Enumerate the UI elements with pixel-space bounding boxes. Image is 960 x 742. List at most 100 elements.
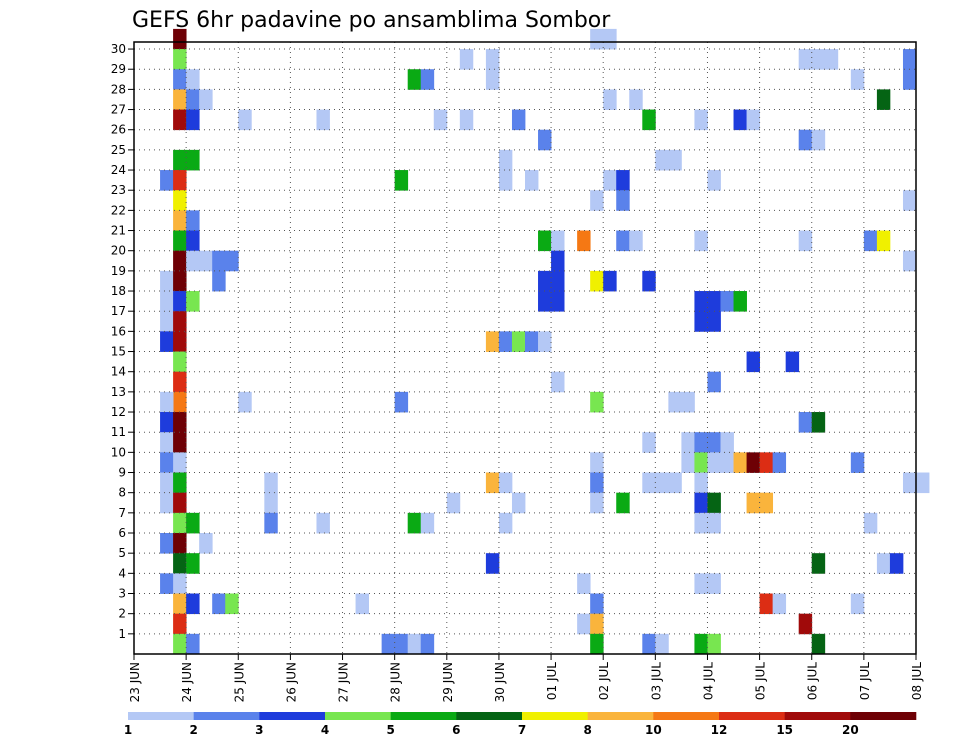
heatmap-cell [525, 170, 539, 191]
heatmap-cell [916, 472, 930, 494]
colorbar-label: 20 [842, 723, 859, 737]
heatmap-cell [603, 270, 617, 292]
heatmap-cell [538, 291, 552, 312]
heatmap-cell [186, 149, 200, 171]
heatmap-cell [225, 250, 239, 272]
heatmap-cell [173, 230, 187, 252]
heatmap-cell [655, 472, 669, 494]
heatmap-cell [850, 452, 865, 473]
heatmap-cell [173, 270, 187, 292]
heatmap-cell [629, 230, 643, 252]
y-tick-label: 13 [111, 385, 126, 399]
heatmap-cell [850, 69, 865, 90]
x-tick-label: 08 JUL [910, 662, 924, 700]
heatmap-cell [707, 452, 721, 473]
heatmap-cell [498, 472, 513, 494]
heatmap-cell [694, 291, 708, 312]
heatmap-cell [173, 512, 187, 534]
heatmap-cell [889, 553, 904, 574]
colorbar-swatch [522, 712, 588, 720]
heatmap-cell [668, 391, 682, 413]
x-tick-label: 04 JUL [701, 662, 715, 700]
y-tick-label: 9 [118, 466, 126, 480]
grid-lines [134, 42, 916, 654]
heatmap-cell [603, 28, 617, 50]
heatmap-cell [485, 553, 500, 574]
heatmap-cell [407, 633, 422, 655]
heatmap-cell [160, 170, 174, 191]
heatmap-cell [394, 170, 409, 191]
y-tick-label: 29 [111, 62, 126, 76]
y-tick-label: 12 [111, 405, 126, 419]
colorbar-label: 3 [255, 723, 263, 737]
colorbar-label: 1 [124, 723, 132, 737]
heatmap-cell [160, 412, 174, 433]
x-tick-label: 03 JUL [649, 662, 663, 700]
y-tick-label: 23 [111, 183, 126, 197]
heatmap-cell [316, 512, 330, 534]
y-tick-label: 15 [111, 345, 126, 359]
heatmap-cell [160, 331, 174, 352]
x-tick-label: 26 JUN [284, 662, 298, 702]
heatmap-cell [681, 391, 695, 413]
heatmap-cell [681, 432, 695, 453]
colorbar-swatch [456, 712, 523, 720]
heatmap-cell [746, 109, 760, 131]
y-tick-label: 22 [111, 203, 126, 217]
heatmap-cell [577, 230, 591, 252]
heatmap-cell [173, 391, 187, 413]
heatmap-cell [212, 250, 226, 272]
heatmap-cell [824, 49, 839, 70]
heatmap-cell [785, 351, 800, 373]
colorbar-swatch [587, 712, 654, 720]
heatmap-cell [173, 149, 187, 171]
heatmap-cell [186, 593, 200, 615]
colorbar-swatch [325, 712, 391, 720]
heatmap-cell [538, 230, 552, 252]
colorbar-swatch [259, 712, 326, 720]
heatmap-cell [186, 633, 200, 655]
heatmap-cell [420, 633, 435, 655]
heatmap-cell [759, 492, 774, 514]
heatmap-cell [394, 633, 409, 655]
heatmap-cell [798, 613, 813, 635]
heatmap-cell [720, 452, 734, 473]
x-tick-label: 27 JUN [337, 662, 351, 702]
y-tick-label: 3 [118, 587, 126, 601]
heatmap-cell [173, 412, 187, 433]
heatmap-cell [746, 492, 760, 514]
heatmap-cell [590, 391, 604, 413]
heatmap-cell [590, 452, 604, 473]
y-tick-label: 11 [111, 425, 126, 439]
colorbar-label: 15 [776, 723, 793, 737]
heatmap-cell [186, 69, 200, 90]
y-tick-label: 4 [118, 566, 126, 580]
colorbar-label: 4 [321, 723, 329, 737]
heatmap-cell [173, 69, 187, 90]
heatmap-cell [707, 633, 721, 655]
colorbar-swatch [784, 712, 851, 720]
heatmap-cell [707, 432, 721, 453]
x-tick-label: 30 JUN [493, 662, 507, 702]
heatmap-cell [694, 472, 708, 494]
heatmap-cell [707, 371, 721, 393]
heatmap-cell [876, 230, 891, 252]
x-tick-label: 28 JUN [389, 662, 403, 702]
heatmap-cell [720, 291, 734, 312]
heatmap-cell [876, 553, 891, 574]
y-tick-label: 20 [111, 244, 126, 258]
y-tick-label: 25 [111, 143, 126, 157]
heatmap-cell [264, 492, 278, 514]
y-tick-label: 26 [111, 123, 126, 137]
heatmap-cell [173, 593, 187, 615]
heatmap-cell [498, 512, 513, 534]
heatmap-cell [681, 452, 695, 473]
heatmap-cell [798, 129, 813, 151]
heatmap-cell [616, 230, 630, 252]
heatmap-cell [199, 89, 213, 110]
heatmap-cell [173, 472, 187, 494]
y-tick-label: 14 [111, 365, 126, 379]
heatmap-cell [316, 109, 330, 131]
heatmap-cell [160, 452, 174, 473]
heatmap-cell [876, 89, 891, 110]
